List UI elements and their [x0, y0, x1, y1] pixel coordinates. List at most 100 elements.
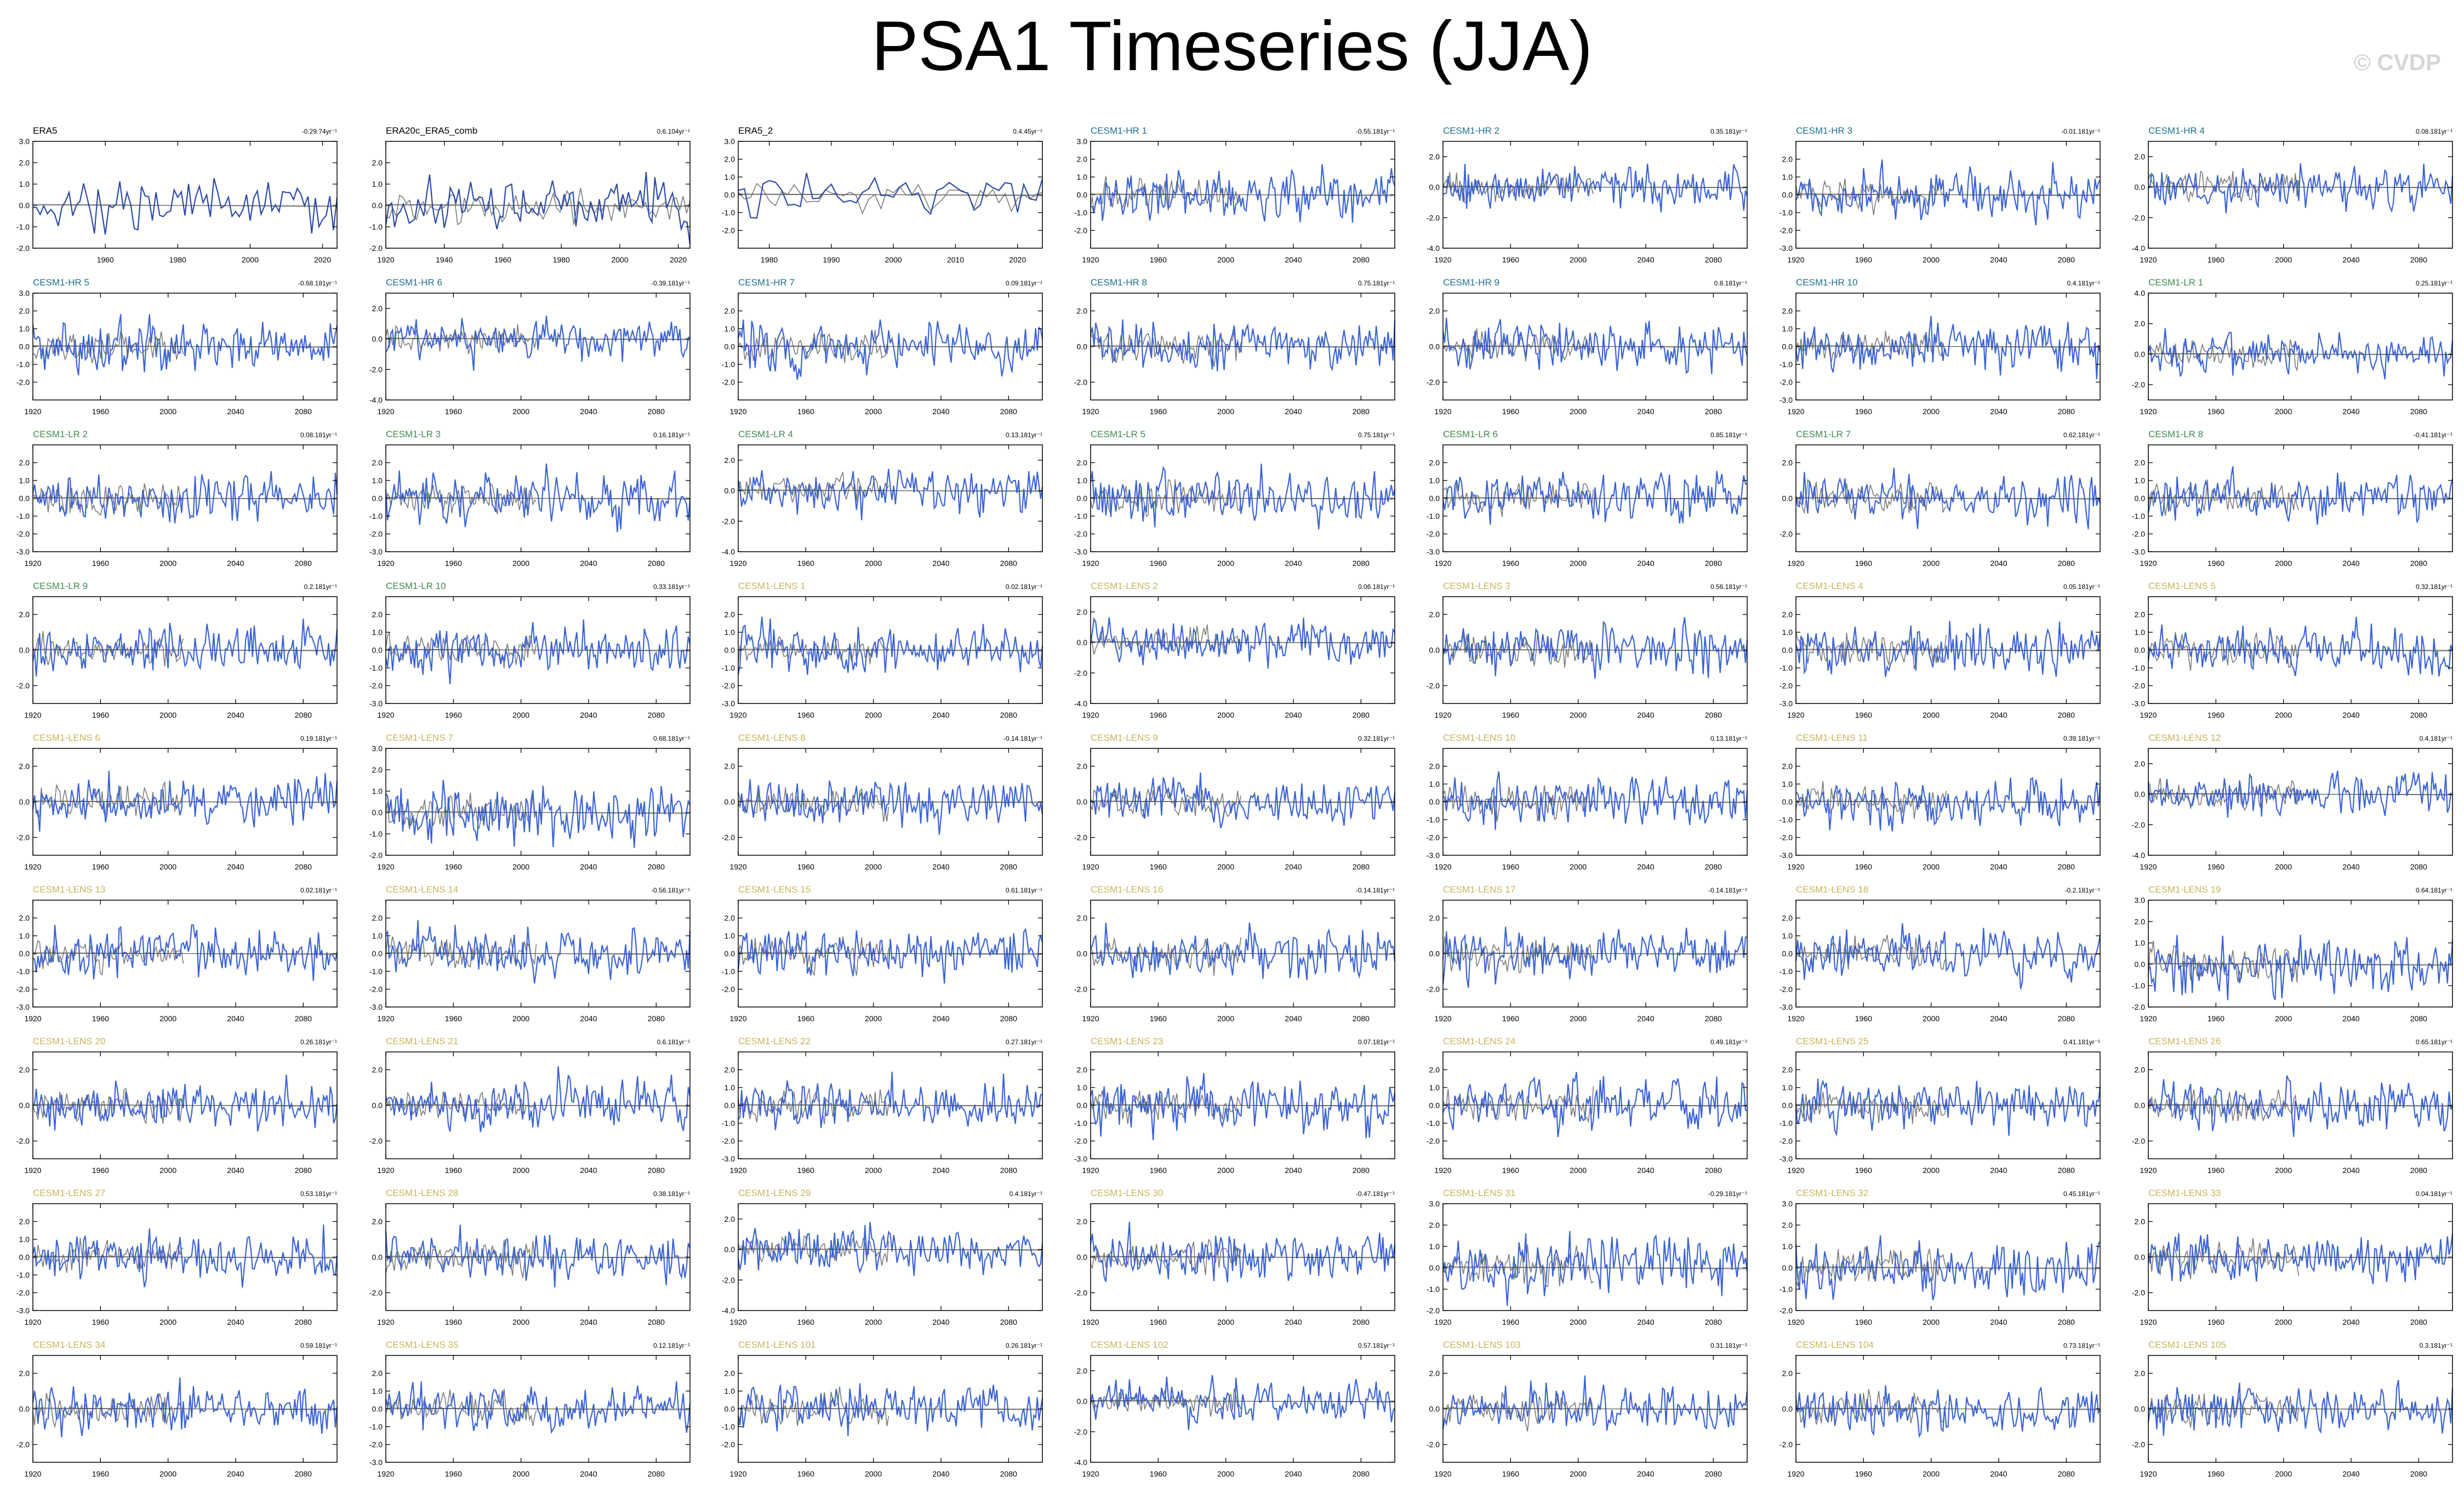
- x-tick-label: 1920: [1434, 255, 1451, 264]
- y-tick-label: 0.0: [725, 487, 735, 495]
- x-tick-label: 1920: [377, 1318, 394, 1326]
- x-tick-label: 2000: [611, 255, 628, 264]
- y-tick-label: 3.0: [1782, 1199, 1793, 1208]
- y-tick-label: 3.0: [2135, 896, 2146, 905]
- panel-title: CESM1-LR 6: [1443, 429, 1498, 439]
- obs-series-line: [738, 1088, 889, 1126]
- x-tick-label: 1960: [2208, 711, 2225, 719]
- x-tick-label: 2040: [227, 559, 244, 568]
- trend-label: 0.75.181yr⁻¹: [1358, 279, 1395, 287]
- y-tick-label: 1.0: [1077, 173, 1088, 181]
- x-tick-label: 1920: [2140, 255, 2157, 264]
- trend-line: [32, 952, 338, 955]
- y-tick-label: -2.0: [16, 1440, 30, 1449]
- y-tick-label: 0.0: [725, 798, 735, 806]
- x-tick-label: 2040: [227, 407, 244, 416]
- plot-frame: [2148, 293, 2453, 401]
- y-tick-label: 1.0: [372, 787, 383, 796]
- y-tick-label: -2.0: [1427, 833, 1440, 842]
- trend-label: 0.31.181yr⁻¹: [1710, 1342, 1747, 1349]
- x-tick-label: 2040: [2342, 1318, 2359, 1326]
- plot-frame: [1090, 1355, 1395, 1463]
- trend-line: [1795, 952, 2101, 955]
- x-tick-label: 1960: [1502, 407, 1519, 416]
- panel-title: ERA5: [33, 125, 57, 136]
- x-tick-label: 2040: [2342, 1469, 2359, 1478]
- plot-frame: [385, 748, 691, 856]
- x-tick-label: 2080: [2058, 1469, 2075, 1478]
- trend-line: [1442, 1408, 1748, 1410]
- x-tick-label: 1920: [1082, 1318, 1099, 1326]
- chart-panel: ERA5 -0.29.74yr⁻¹ -2.0 -1.0 0.0 1.0 2.0 3.0 1960…: [16, 125, 338, 264]
- y-tick-label: 1.0: [1077, 1083, 1088, 1092]
- obs-series-line: [32, 481, 184, 517]
- page-title: PSA1 Timeseries (JJA): [871, 7, 1593, 85]
- x-tick-label: 2040: [1285, 407, 1302, 416]
- obs-series-line: [385, 936, 537, 969]
- y-tick-label: 1.0: [1429, 1242, 1440, 1251]
- y-tick-label: -1.0: [1779, 1285, 1793, 1294]
- chart-panel: CESM1-HR 9 0.8.181yr⁻¹ -2.0 0.0 2.0 1920 1960 2…: [1427, 277, 1748, 416]
- y-tick-label: 0.0: [1782, 191, 1793, 199]
- chart-panel: CESM1-LENS 31 -0.29.181yr⁻¹ -2.0 -1.0 0.0 1.0…: [1427, 1188, 1748, 1326]
- x-tick-label: 2080: [1353, 1469, 1370, 1478]
- x-tick-label: 1920: [2140, 1014, 2157, 1023]
- y-tick-label: 2.0: [1782, 610, 1793, 619]
- obs-series-line: [738, 182, 1043, 215]
- y-tick-label: 1.0: [1782, 628, 1793, 637]
- y-tick-label: -3.0: [1779, 396, 1793, 404]
- chart-panel: CESM1-HR 8 0.75.181yr⁻¹ -2.0 0.0 2.0 1920 1960…: [1074, 277, 1396, 416]
- chart-panel: CESM1-LENS 33 0.04.181yr⁻¹ -2.0 0.0 2.0 1920 1…: [2132, 1188, 2454, 1326]
- panel-title: CESM1-LENS 25: [1796, 1036, 1868, 1046]
- x-tick-label: 2080: [648, 1469, 665, 1478]
- trend-label: -0.14.181yr⁻¹: [1003, 735, 1042, 742]
- plot-frame: [32, 141, 338, 249]
- x-tick-label: 1960: [445, 862, 462, 871]
- y-tick-label: -1.0: [1427, 512, 1440, 520]
- y-tick-label: 0.0: [19, 1253, 30, 1262]
- y-tick-label: 1.0: [1782, 1242, 1793, 1251]
- trend-line: [385, 1104, 691, 1107]
- y-tick-label: 0.0: [19, 1101, 30, 1110]
- chart-panel: CESM1-LENS 14 -0.56.181yr⁻¹ -3.0 -2.0 -1.0 0.…: [369, 884, 691, 1023]
- trend-label: 0.39.181yr⁻¹: [2063, 735, 2100, 742]
- y-tick-label: 0.0: [2135, 1253, 2146, 1262]
- y-tick-label: 0.0: [1782, 494, 1793, 503]
- x-tick-label: 1920: [1787, 1166, 1804, 1175]
- x-tick-label: 1960: [797, 1166, 814, 1175]
- x-tick-label: 1960: [1150, 711, 1167, 719]
- series-line: [385, 316, 691, 371]
- x-tick-label: 2080: [648, 1166, 665, 1175]
- y-tick-label: 0.0: [372, 808, 383, 817]
- trend-line: [738, 1104, 1043, 1107]
- panel-title: CESM1-LENS 23: [1091, 1036, 1163, 1046]
- y-tick-label: 3.0: [1429, 1199, 1440, 1208]
- panel-title: CESM1-LR 2: [33, 429, 88, 439]
- trend-label: 0.8.181yr⁻¹: [1714, 279, 1747, 287]
- obs-series-line: [2148, 170, 2300, 203]
- y-tick-label: -1.0: [1427, 815, 1440, 824]
- y-tick-label: -3.0: [1779, 851, 1793, 860]
- trend-line: [2148, 793, 2453, 796]
- panel-title: CESM1-LENS 11: [1796, 733, 1868, 743]
- y-tick-label: -2.0: [1779, 1306, 1793, 1315]
- x-tick-label: 2080: [295, 1166, 312, 1175]
- x-tick-label: 2040: [2342, 1166, 2359, 1175]
- y-tick-label: 2.0: [2135, 1369, 2146, 1378]
- x-tick-label: 2020: [314, 255, 331, 264]
- y-tick-label: 0.0: [19, 949, 30, 958]
- trend-line: [1442, 1104, 1748, 1107]
- y-tick-label: 0.0: [372, 1253, 383, 1262]
- trend-label: -0.39.181yr⁻¹: [651, 279, 690, 287]
- chart-panel: CESM1-LENS 7 0.68.181yr⁻¹ -2.0 -1.0 0.0 1.0 2.…: [369, 733, 691, 871]
- obs-series-line: [1442, 633, 1594, 668]
- y-tick-label: -2.0: [1779, 1440, 1793, 1449]
- panel-title: CESM1-LR 1: [2148, 277, 2203, 288]
- y-tick-label: -1.0: [16, 360, 30, 369]
- y-tick-label: -2.0: [1779, 530, 1793, 539]
- y-tick-label: -4.0: [2132, 244, 2145, 253]
- y-tick-label: -2.0: [369, 1137, 383, 1146]
- trend-line: [1795, 1104, 2101, 1107]
- x-tick-label: 1960: [1150, 1166, 1167, 1175]
- series-line: [1442, 617, 1748, 679]
